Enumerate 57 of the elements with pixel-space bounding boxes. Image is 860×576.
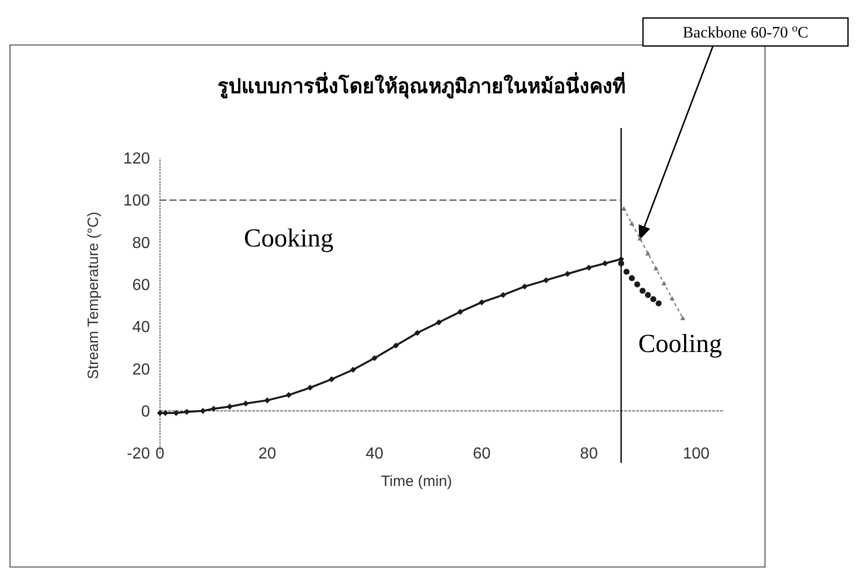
point <box>621 206 626 211</box>
y-tick-label: 60 <box>132 277 150 294</box>
point <box>634 281 640 288</box>
point <box>662 280 667 286</box>
point <box>564 270 571 277</box>
point <box>586 264 592 271</box>
x-axis-title: Time (min) <box>380 473 452 490</box>
x-tick-label: 20 <box>258 446 276 463</box>
point <box>680 316 686 320</box>
x-tick-label: 40 <box>366 446 384 463</box>
point <box>637 236 642 240</box>
chart-title: รูปแบบการนึ่งโดยให้อุณหภูมิภายในหม้อนึ่งคงที่ <box>218 71 626 100</box>
point <box>350 366 356 373</box>
point <box>478 299 485 306</box>
point <box>264 397 270 404</box>
point <box>656 300 662 306</box>
point <box>226 404 233 410</box>
point <box>629 221 634 226</box>
point <box>522 284 528 290</box>
x-tick-label: 80 <box>580 446 598 463</box>
point <box>414 330 420 336</box>
point <box>670 296 675 300</box>
point <box>500 292 506 298</box>
y-tick-label: 100 <box>123 192 150 210</box>
point <box>392 342 399 349</box>
x-tick-label: 60 <box>472 446 491 463</box>
point <box>543 277 550 284</box>
point <box>184 408 190 415</box>
point <box>210 406 217 412</box>
annotation: Backbone 60-70 $^{o}$C <box>682 22 808 42</box>
point <box>623 268 630 275</box>
y-tick-label: 0 <box>141 403 150 420</box>
y-tick-label: 40 <box>132 319 150 336</box>
y-tick-label: 120 <box>123 150 150 168</box>
point <box>618 260 624 266</box>
annotation: Cooling <box>638 328 722 358</box>
annotation: Cooking <box>244 224 334 252</box>
point <box>645 250 650 256</box>
point <box>650 296 656 302</box>
x-tick-label: 0 <box>156 446 165 463</box>
point <box>602 260 608 266</box>
y-axis-title: Stream Temperature (°C) <box>85 212 102 380</box>
point <box>457 308 464 315</box>
y-tick-label: 80 <box>132 234 150 252</box>
point <box>644 292 651 298</box>
point <box>328 376 335 382</box>
point <box>307 384 314 391</box>
point <box>286 392 292 398</box>
point <box>371 355 378 362</box>
point <box>436 319 442 326</box>
point <box>653 266 658 270</box>
x-tick-label: 100 <box>682 446 710 463</box>
y-tick-label: -20 <box>126 446 150 463</box>
point <box>628 275 635 282</box>
y-tick-label: 20 <box>132 361 150 378</box>
point <box>640 288 646 294</box>
point <box>242 400 249 406</box>
